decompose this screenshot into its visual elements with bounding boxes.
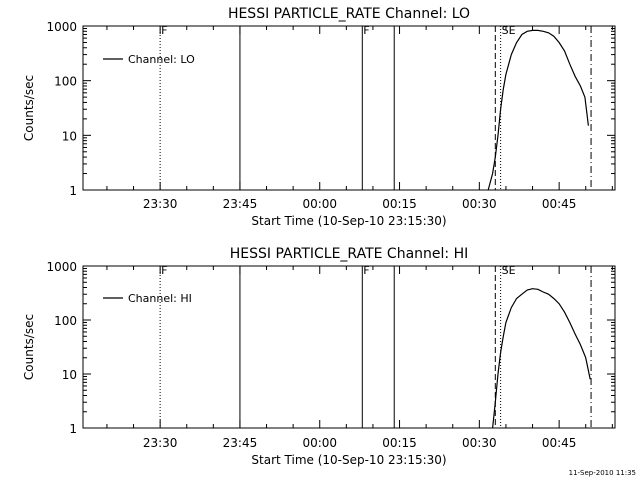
chart-2-x-tick-label: 00:15: [382, 436, 417, 450]
chart-2-plot-frame: [82, 265, 616, 429]
chart-1-y-tick-label: 1000: [46, 20, 77, 34]
chart-2-y-tick-label: 10: [62, 368, 77, 382]
chart-2-y-axis-label: Counts/sec: [22, 314, 36, 380]
chart-2-event-marker-label: F: [363, 264, 369, 277]
chart-1-x-tick-label: 00:45: [542, 197, 577, 211]
chart-2-y-tick-label: 1: [69, 422, 77, 436]
chart-2-y-tick-label: 1000: [46, 260, 77, 274]
chart-1-event-marker-label: SE: [502, 24, 516, 37]
chart-2-y-tick-label: 100: [54, 314, 77, 328]
chart-1-legend-label: Channel: LO: [128, 53, 195, 66]
chart-2-x-tick-label: 00:00: [302, 436, 337, 450]
chart-1-y-axis-label: Counts/sec: [22, 75, 36, 141]
chart-1-x-tick-label: 23:45: [223, 197, 258, 211]
chart-2-x-tick-label: 00:45: [542, 436, 577, 450]
chart-1-x-tick-label: 23:30: [143, 197, 178, 211]
chart-1-y-tick-label: 1: [69, 184, 77, 198]
chart-2-series-line: [492, 288, 591, 429]
chart-2-x-tick-label: 23:45: [223, 436, 258, 450]
chart-1-y-tick-label: 100: [54, 75, 77, 89]
chart-2-event-marker-label: SE: [502, 264, 516, 277]
chart-1-x-tick-label: 00:30: [462, 197, 497, 211]
chart-1-title: HESSI PARTICLE_RATE Channel: LO: [228, 6, 470, 22]
chart-2-event-marker-label: F: [161, 264, 167, 277]
chart-1-x-tick-label: 00:00: [302, 197, 337, 211]
chart-1-event-marker-label: F: [161, 24, 167, 37]
chart-2-title: HESSI PARTICLE_RATE Channel: HI: [230, 246, 468, 262]
chart-2-x-tick-label: 23:30: [143, 436, 178, 450]
chart-1-event-marker-label: F: [363, 24, 369, 37]
chart-1-x-axis-label: Start Time (10-Sep-10 23:15:30): [251, 214, 446, 228]
footer-timestamp: 11-Sep-2010 11:35: [568, 469, 636, 477]
chart-2-x-axis-label: Start Time (10-Sep-10 23:15:30): [251, 453, 446, 467]
chart-1-x-tick-label: 00:15: [382, 197, 417, 211]
chart-2-legend-label: Channel: HI: [128, 292, 192, 305]
chart-2-x-tick-label: 00:30: [462, 436, 497, 450]
chart-1-y-tick-label: 10: [62, 129, 77, 143]
chart-1-plot-frame: [82, 25, 616, 191]
chart-1-series-line: [487, 29, 589, 191]
